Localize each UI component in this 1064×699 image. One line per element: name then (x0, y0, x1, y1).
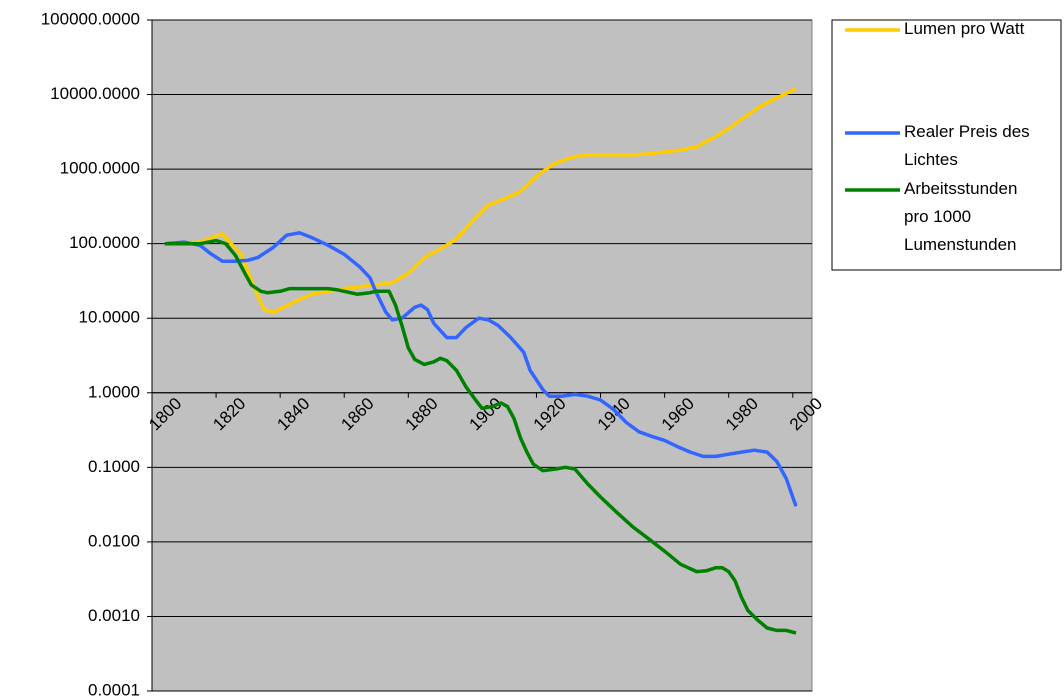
y-tick-label: 0.1000 (88, 457, 140, 476)
y-tick-label: 0.0010 (88, 606, 140, 625)
y-tick-label: 10.0000 (79, 308, 140, 327)
y-tick-label: 10000.0000 (50, 84, 140, 103)
y-tick-label: 100000.0000 (41, 9, 140, 28)
y-tick-label: 1.0000 (88, 382, 140, 401)
legend-label: Realer Preis des Lichtes (904, 122, 1030, 169)
series-line (164, 231, 798, 507)
y-tick-label: 100.0000 (69, 233, 140, 252)
series-line (164, 87, 797, 315)
legend-label: Lumen pro Watt (904, 19, 1025, 38)
y-tick-label: 1000.0000 (60, 159, 140, 178)
plot-area (151, 19, 813, 692)
y-tick-label: 0.0100 (88, 531, 140, 550)
y-tick-label: 0.0001 (88, 680, 140, 699)
legend-label: Arbeitsstunden pro 1000 Lumenstunden (904, 179, 1017, 254)
series-line (164, 238, 797, 635)
legend-box (831, 19, 1062, 271)
